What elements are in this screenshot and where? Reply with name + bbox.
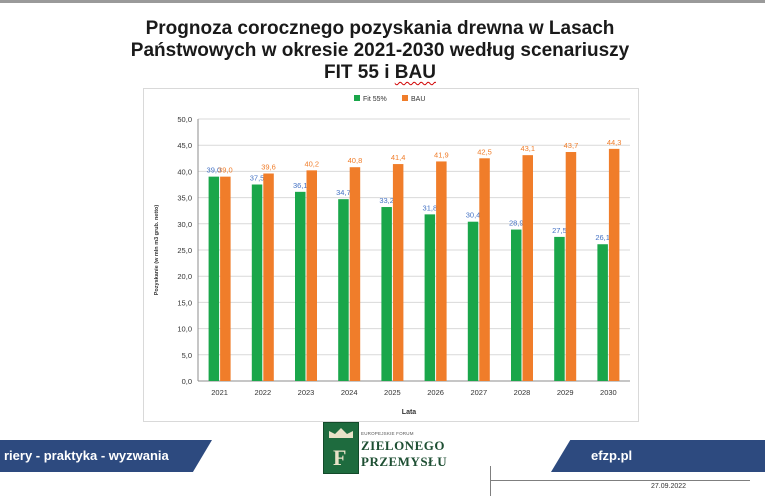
footer-divider (490, 480, 750, 481)
efzp-logo: F EUROPEJSKIE FORUM ZIELONEGO PRZEMYSŁU (323, 422, 447, 474)
bar-bau (608, 148, 620, 381)
data-label-bau: 44,3 (607, 138, 622, 147)
logo-text-line1: ZIELONEGO (361, 438, 445, 453)
y-tick-label: 10,0 (177, 325, 192, 334)
bar-bau (565, 152, 577, 381)
bar-fit55 (511, 229, 522, 381)
data-label-bau: 40,8 (348, 156, 363, 165)
bar-fit55 (381, 207, 392, 381)
banner-left: riery - praktyka - wyzwania (0, 440, 212, 472)
y-tick-label: 45,0 (177, 141, 192, 150)
bar-bau (220, 176, 231, 381)
data-label-bau: 41,4 (391, 153, 406, 162)
title-bau-underlined: BAU (394, 62, 436, 83)
bar-fit55 (424, 214, 436, 381)
data-label-fit55: 34,7 (336, 188, 351, 197)
bar-bau (263, 173, 274, 381)
logo-small-text: EUROPEJSKIE FORUM (361, 431, 414, 436)
y-tick-label: 5,0 (182, 351, 192, 360)
x-tick-label: 2025 (384, 388, 401, 397)
x-tick-label: 2024 (341, 388, 358, 397)
data-label-fit55: 27,5 (552, 226, 567, 235)
footer-divider-vertical (490, 466, 491, 496)
bar-fit55 (554, 236, 565, 381)
logo-letter: F (333, 445, 347, 470)
y-tick-label: 50,0 (177, 115, 192, 124)
data-label-bau: 41,9 (434, 150, 449, 159)
y-tick-label: 15,0 (177, 298, 192, 307)
logo-text-line2: PRZEMYSŁU (361, 454, 448, 469)
data-label-fit55: 31,8 (423, 203, 438, 212)
y-tick-label: 30,0 (177, 220, 192, 229)
banner-right: efzp.pl (551, 440, 765, 472)
logo-emblem-icon: F (323, 422, 359, 474)
x-tick-label: 2029 (557, 388, 574, 397)
x-tick-label: 2028 (514, 388, 531, 397)
x-tick-label: 2021 (211, 388, 228, 397)
bar-bau (479, 158, 490, 381)
legend-swatch-fit55 (354, 95, 360, 101)
bar-fit55 (338, 199, 349, 381)
data-label-bau: 39,0 (218, 166, 233, 175)
slide-date: 27.09.2022 (651, 483, 687, 490)
data-label-fit55: 30,4 (466, 211, 481, 220)
bar-chart: 0,0 5,0 10,0 15,0 20,0 25,0 30,0 35,0 40,0 45,0 50… (154, 95, 630, 416)
data-label-bau: 39,6 (261, 162, 276, 171)
bar-bau (392, 164, 404, 381)
y-tick-label: 35,0 (177, 194, 192, 203)
crown-icon (329, 428, 353, 438)
data-label-fit55: 37,5 (250, 174, 265, 183)
y-axis-label: Pozyskanie (w mln m3 grub. netto) (154, 205, 160, 296)
legend-label-bau: BAU (411, 96, 425, 103)
title-line-2: Państwowych w okresie 2021-2030 według s… (130, 40, 630, 61)
data-label-bau: 40,2 (304, 159, 319, 168)
title-line-1: Prognoza corocznego pozyskania drewna w … (145, 18, 615, 39)
x-tick-label: 2027 (470, 388, 487, 397)
x-tick-label: 2022 (254, 388, 271, 397)
y-tick-label: 25,0 (177, 246, 192, 255)
bar-fit55 (467, 221, 479, 381)
banner-left-text: riery - praktyka - wyzwania (4, 448, 169, 463)
bar-bau (306, 170, 317, 381)
legend-swatch-bau (402, 95, 408, 101)
bar-fit55 (208, 176, 220, 381)
bar-fit55 (251, 184, 263, 381)
data-label-fit55: 28,9 (509, 219, 524, 228)
top-border (0, 0, 765, 3)
chart-container: 0,0 5,0 10,0 15,0 20,0 25,0 30,0 35,0 40,0 45,0 50… (143, 88, 639, 422)
bar-fit55 (597, 244, 608, 381)
x-tick-label: 2030 (600, 388, 617, 397)
title-line-3: FIT 55 i BAU (110, 62, 650, 84)
data-label-bau: 42,5 (477, 147, 492, 156)
x-tick-label: 2026 (427, 388, 444, 397)
y-tick-label: 0,0 (182, 377, 192, 386)
data-label-fit55: 33,2 (379, 196, 394, 205)
data-label-bau: 43,7 (564, 141, 579, 150)
data-label-fit55: 39,0 (207, 166, 222, 175)
x-axis-label: Lata (402, 409, 417, 416)
bar-fit55 (295, 191, 306, 381)
website-link[interactable]: efzp.pl (591, 448, 633, 463)
slide-title: Prognoza corocznego pozyskania drewna w … (110, 18, 650, 84)
title-line-3-text: FIT 55 i (324, 62, 395, 83)
bar-bau (349, 167, 361, 381)
data-label-fit55: 36,1 (293, 181, 308, 190)
bar-bau (522, 155, 533, 381)
y-tick-label: 20,0 (177, 272, 192, 281)
bar-bau (436, 161, 447, 381)
data-label-fit55: 26,1 (595, 233, 610, 242)
x-tick-label: 2023 (298, 388, 315, 397)
y-tick-label: 40,0 (177, 167, 192, 176)
legend-label-fit55: Fit 55% (363, 96, 387, 103)
data-label-bau: 43,1 (520, 144, 535, 153)
